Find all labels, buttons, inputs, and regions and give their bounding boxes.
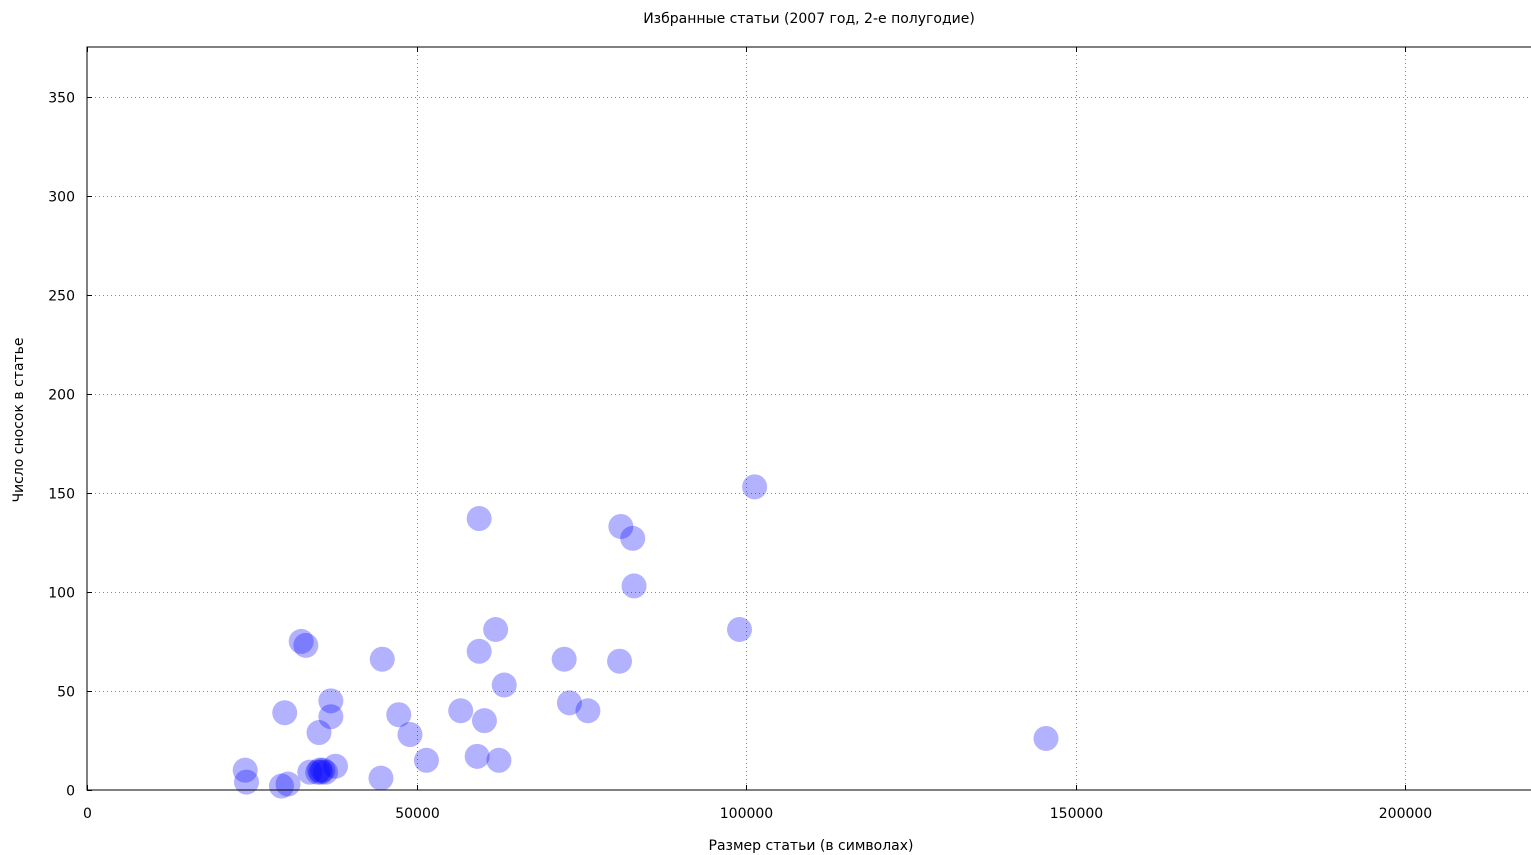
x-axis-label: Размер статьи (в символах) [709, 838, 914, 854]
y-tick-label: 50 [57, 685, 75, 701]
data-point [742, 474, 768, 500]
data-point [307, 757, 333, 783]
y-tick-label: 300 [48, 190, 75, 206]
data-point [471, 708, 497, 734]
data-point [232, 757, 258, 783]
data-point [313, 759, 339, 785]
data-point [272, 700, 298, 726]
data-point [556, 690, 582, 716]
grid-lines [87, 47, 1531, 790]
data-point [310, 757, 336, 783]
data-point [368, 765, 394, 791]
x-tick-label: 100000 [720, 806, 773, 822]
x-tick-label: 200000 [1379, 806, 1432, 822]
data-point [234, 769, 259, 795]
data-point [318, 704, 344, 730]
data-point [466, 506, 492, 532]
y-tick-label: 0 [66, 784, 75, 800]
axis-ticks: 0 50000 100000 150000 200000 0 50 100 150 200 250 3… [48, 47, 1432, 822]
data-point [464, 743, 490, 769]
data-point [305, 759, 331, 785]
chart-title: Избранные статьи (2007 год, 2-е полугоди… [643, 11, 975, 27]
data-points [232, 474, 1059, 799]
data-point [1033, 725, 1059, 751]
y-tick-label: 100 [48, 586, 75, 602]
data-point [413, 747, 439, 773]
y-axis-label: Число сносок в статье [11, 337, 27, 502]
plot-frame [86, 46, 1531, 791]
data-point [448, 698, 474, 724]
data-point [386, 702, 412, 728]
data-point [551, 646, 577, 672]
data-point [268, 773, 294, 799]
data-point [575, 698, 601, 724]
x-tick-label: 0 [83, 806, 92, 822]
data-point [293, 632, 319, 658]
data-point [306, 720, 332, 746]
data-point [486, 747, 512, 773]
data-point [727, 617, 752, 643]
data-point [318, 688, 344, 714]
data-point [620, 525, 646, 551]
data-point [288, 628, 314, 654]
data-point [621, 573, 647, 599]
data-point [297, 759, 323, 785]
data-point [322, 753, 348, 779]
data-point [369, 646, 395, 672]
data-point [491, 672, 517, 698]
data-point [607, 648, 633, 674]
x-tick-label: 50000 [395, 806, 440, 822]
y-tick-label: 150 [48, 487, 75, 503]
x-tick-label: 150000 [1050, 806, 1103, 822]
data-point [397, 722, 423, 748]
data-point [483, 617, 509, 643]
y-tick-label: 250 [48, 289, 75, 305]
data-point [308, 759, 334, 785]
y-tick-label: 350 [48, 91, 75, 107]
data-point [466, 638, 492, 664]
data-point [608, 513, 634, 539]
data-point [275, 771, 301, 797]
y-tick-label: 200 [48, 388, 75, 404]
